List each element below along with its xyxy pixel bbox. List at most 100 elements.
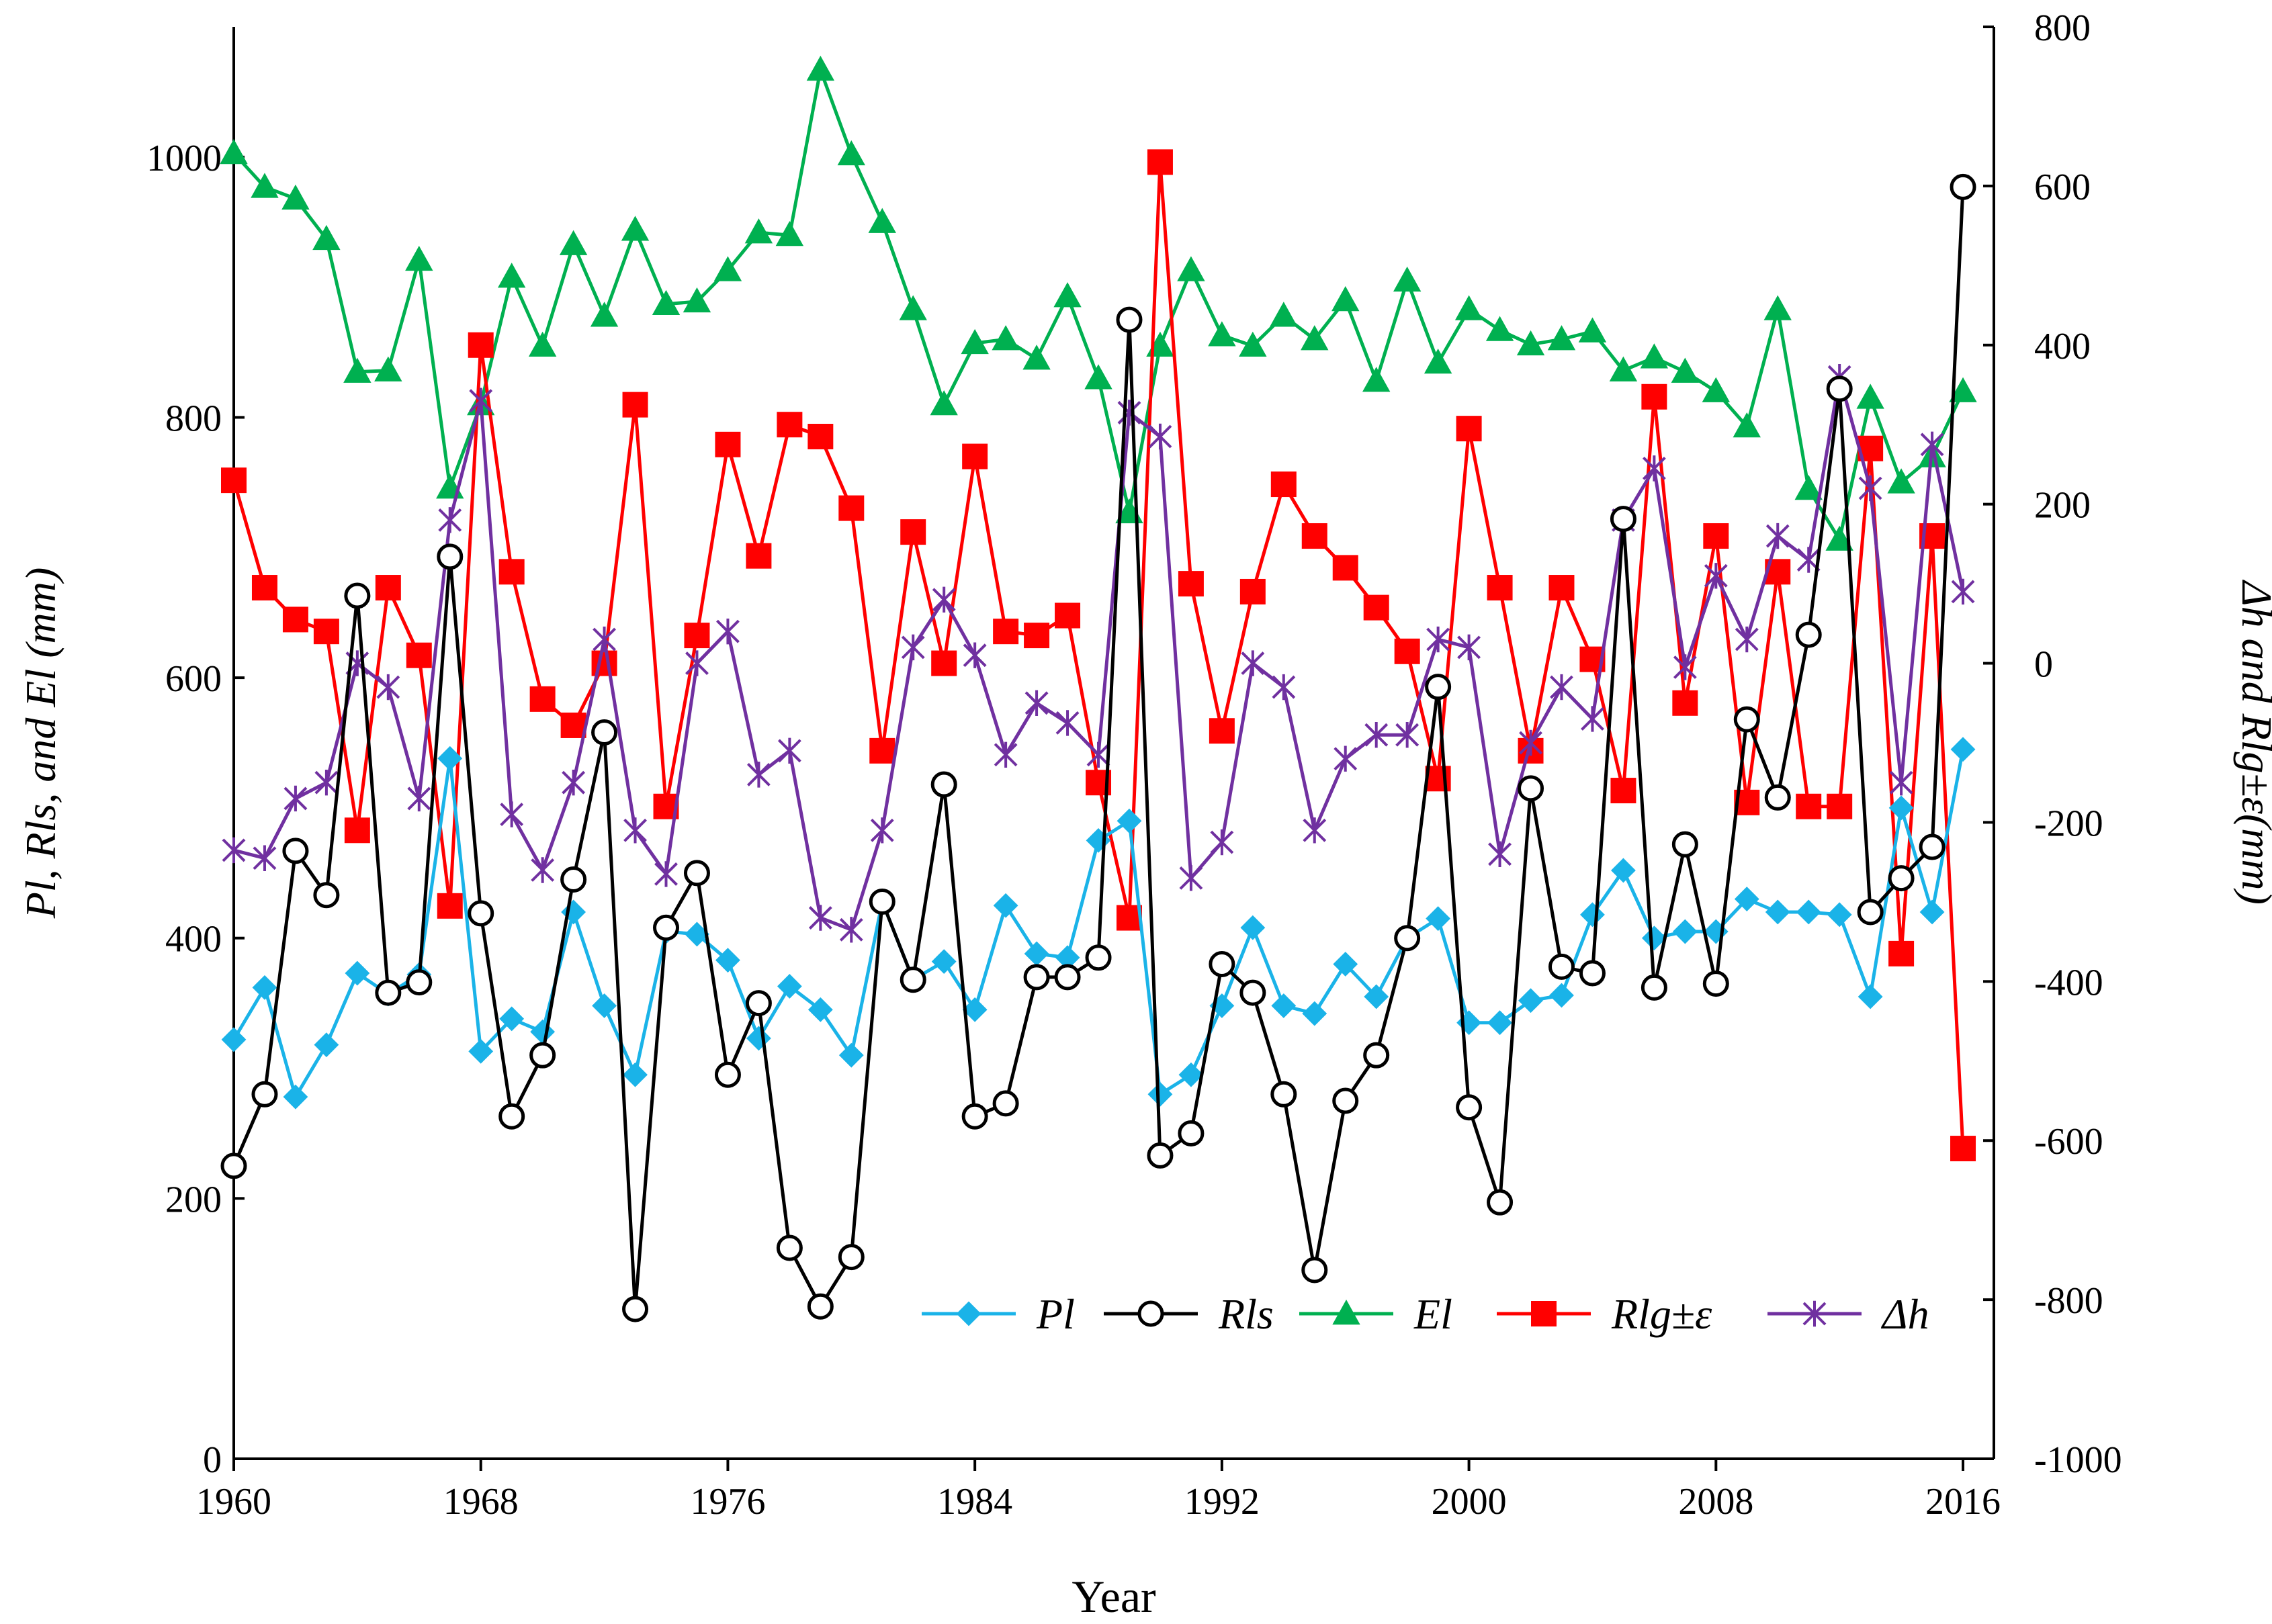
data-point bbox=[1301, 325, 1329, 351]
data-point bbox=[559, 230, 588, 255]
data-point bbox=[590, 302, 619, 327]
data-point bbox=[1580, 902, 1605, 928]
legend-item: Pl bbox=[922, 1290, 1075, 1338]
series-2 bbox=[220, 173, 1976, 1322]
data-point bbox=[1394, 638, 1420, 664]
data-point bbox=[930, 390, 958, 416]
legend-swatch-marker bbox=[956, 1301, 981, 1326]
data-point bbox=[1332, 1087, 1359, 1114]
data-point bbox=[499, 1006, 525, 1032]
data-point bbox=[838, 1244, 865, 1271]
series-5 bbox=[222, 363, 1975, 943]
data-point bbox=[498, 1103, 525, 1130]
x-tick-label: 1984 bbox=[937, 1481, 1012, 1523]
data-point bbox=[1858, 475, 1882, 502]
data-point bbox=[777, 412, 803, 438]
right-tick-label: -800 bbox=[2034, 1280, 2103, 1322]
data-point bbox=[1271, 993, 1297, 1018]
data-point bbox=[715, 948, 740, 973]
data-point bbox=[251, 1081, 278, 1108]
data-point bbox=[900, 966, 926, 993]
data-point bbox=[623, 1062, 648, 1087]
data-point bbox=[529, 1042, 556, 1069]
series-4 bbox=[221, 149, 1976, 1162]
data-point bbox=[1796, 899, 1821, 925]
legend-item: Rlg±ε bbox=[1497, 1290, 1712, 1338]
data-point bbox=[1672, 919, 1698, 944]
data-point bbox=[1362, 367, 1391, 392]
data-point bbox=[1055, 602, 1081, 629]
data-point bbox=[313, 619, 339, 645]
data-point bbox=[1889, 770, 1913, 796]
data-point bbox=[314, 770, 339, 796]
data-point bbox=[283, 1084, 308, 1110]
data-point bbox=[438, 507, 462, 533]
data-point bbox=[500, 801, 524, 827]
data-point bbox=[1547, 325, 1576, 351]
x-axis-ticks: 1960 1968 1976 1984 1992 2000 2008 2016 bbox=[196, 1459, 2001, 1523]
right-tick-label: 200 bbox=[2034, 485, 2091, 527]
data-point bbox=[1888, 940, 1915, 966]
data-point bbox=[654, 861, 678, 887]
data-point bbox=[1210, 829, 1234, 856]
data-point bbox=[1920, 431, 1944, 458]
data-point bbox=[1363, 594, 1389, 621]
data-point bbox=[1364, 721, 1389, 748]
left-tick-label: 200 bbox=[165, 1179, 222, 1220]
data-point bbox=[746, 1026, 771, 1051]
data-point bbox=[406, 642, 432, 668]
data-point bbox=[530, 1019, 556, 1044]
data-point bbox=[1641, 384, 1667, 410]
data-point bbox=[407, 785, 431, 812]
data-point bbox=[1116, 306, 1143, 333]
data-point bbox=[1055, 710, 1080, 736]
data-point bbox=[685, 650, 709, 676]
legend-label: Rlg±ε bbox=[1611, 1290, 1712, 1338]
data-point bbox=[961, 328, 989, 355]
data-point bbox=[497, 263, 526, 288]
data-point bbox=[1426, 626, 1450, 653]
data-point bbox=[1393, 266, 1422, 292]
series-layer bbox=[220, 55, 1977, 1322]
data-point bbox=[1270, 302, 1298, 327]
data-point bbox=[1518, 988, 1543, 1013]
data-point bbox=[1581, 706, 1604, 732]
data-point bbox=[344, 817, 370, 844]
data-point bbox=[1702, 971, 1729, 997]
right-tick-label: -600 bbox=[2034, 1121, 2103, 1163]
data-point bbox=[1825, 525, 1853, 551]
data-point bbox=[376, 674, 400, 701]
data-point bbox=[560, 866, 587, 893]
data-point bbox=[1671, 831, 1698, 858]
data-point bbox=[1950, 737, 1976, 762]
x-tick-label: 1960 bbox=[196, 1481, 271, 1523]
x-tick-label: 1968 bbox=[443, 1481, 519, 1523]
data-point bbox=[837, 140, 865, 166]
data-point bbox=[684, 623, 710, 649]
data-point bbox=[1516, 330, 1545, 356]
data-point bbox=[1053, 282, 1082, 308]
data-point bbox=[807, 997, 833, 1022]
data-point bbox=[1364, 984, 1389, 1009]
data-point bbox=[1424, 348, 1452, 374]
data-point bbox=[683, 287, 711, 313]
data-point bbox=[1241, 650, 1265, 676]
data-point bbox=[1488, 841, 1512, 868]
data-point bbox=[283, 785, 308, 812]
data-point bbox=[932, 586, 956, 613]
data-point bbox=[1950, 173, 1976, 200]
data-point bbox=[468, 900, 494, 927]
data-point bbox=[1301, 1257, 1328, 1283]
legend-label: Pl bbox=[1036, 1290, 1075, 1338]
data-point bbox=[1208, 321, 1236, 347]
left-tick-label: 400 bbox=[165, 919, 222, 960]
data-point bbox=[1086, 827, 1111, 853]
data-point bbox=[623, 817, 647, 844]
data-point bbox=[591, 719, 618, 746]
data-point bbox=[1270, 1081, 1297, 1108]
data-point bbox=[221, 1027, 247, 1052]
data-point bbox=[746, 762, 771, 788]
data-point bbox=[1086, 741, 1110, 768]
data-point bbox=[375, 979, 402, 1006]
data-point bbox=[1827, 793, 1853, 819]
